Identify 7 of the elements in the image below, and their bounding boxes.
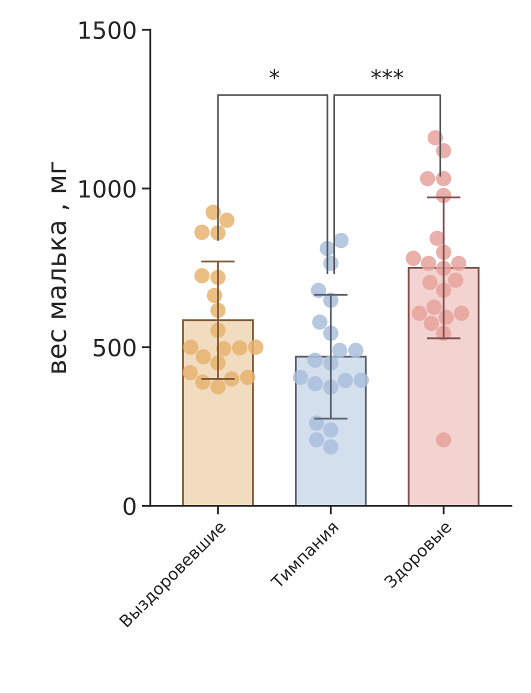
annotation: * — [270, 69, 280, 80]
y-tick-label: 500 — [94, 338, 136, 356]
y-tick-label: 1500 — [80, 21, 136, 40]
y-axis-title: вес малька , мг — [51, 162, 70, 373]
y-tick-label: 1000 — [80, 180, 136, 198]
y-tick-label: 0 — [124, 497, 136, 516]
annotation: *** — [371, 69, 404, 80]
